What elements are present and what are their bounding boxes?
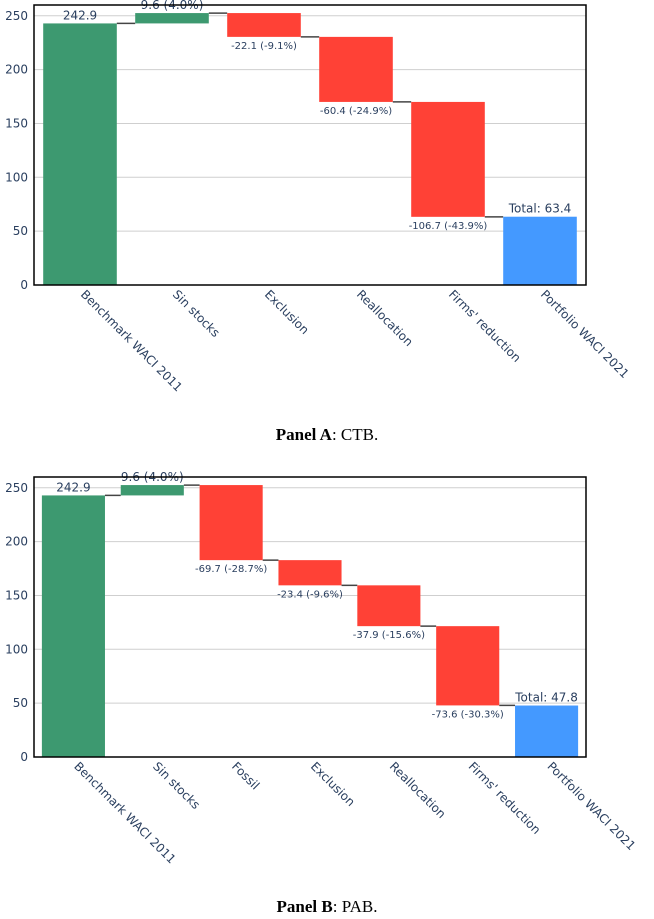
- waterfall-bar: [319, 36, 393, 102]
- data-label: -23.4 (-9.6%): [277, 589, 343, 600]
- data-label: -22.1 (-9.1%): [231, 41, 297, 52]
- data-label: 242.9: [56, 480, 90, 494]
- data-label: -73.6 (-30.3%): [432, 709, 504, 720]
- y-tick-label: 250: [5, 481, 28, 495]
- x-category-label: Exclusion: [308, 759, 358, 809]
- waterfall-bar: [515, 705, 579, 757]
- panel-b-caption: Panel B: PAB.: [277, 897, 378, 916]
- data-label: -37.9 (-15.6%): [353, 630, 425, 641]
- data-label: -69.7 (-28.7%): [195, 564, 267, 575]
- data-label: Total: 47.8: [514, 691, 578, 705]
- data-label: Total: 63.4: [508, 202, 572, 216]
- y-tick-label: 150: [5, 588, 28, 602]
- y-tick-label: 100: [5, 170, 28, 184]
- y-tick-label: 0: [20, 750, 28, 764]
- y-tick-label: 200: [5, 63, 28, 77]
- x-category-label: Reallocation: [387, 759, 449, 821]
- x-category-label: Firms' reduction: [466, 759, 544, 837]
- waterfall-bar: [199, 485, 263, 561]
- x-category-label: Reallocation: [354, 287, 416, 349]
- y-tick-label: 0: [20, 278, 28, 292]
- x-category-label: Benchmark WACI 2011: [78, 287, 185, 394]
- waterfall-bar: [227, 13, 301, 37]
- x-category-label: Firms' reduction: [446, 287, 524, 365]
- data-label: 242.9: [63, 8, 97, 22]
- x-category-label: Sin stocks: [170, 287, 223, 340]
- x-category-label: Exclusion: [262, 287, 312, 337]
- waterfall-bar: [278, 560, 342, 586]
- data-label: -106.7 (-43.9%): [409, 221, 488, 232]
- x-category-label: Portfolio WACI 2021: [544, 759, 638, 853]
- waterfall-bar: [120, 485, 184, 496]
- data-label: 9.6 (4.0%): [141, 0, 204, 12]
- plot-frame: [33, 476, 587, 758]
- y-tick-label: 150: [5, 116, 28, 130]
- panel-a-caption: Panel A: CTB.: [276, 425, 379, 444]
- waterfall-bar: [411, 101, 485, 217]
- y-tick-label: 250: [5, 9, 28, 23]
- x-category-label: Fossil: [229, 759, 262, 792]
- y-tick-label: 50: [13, 224, 28, 238]
- data-label: -60.4 (-24.9%): [320, 106, 392, 117]
- waterfall-bar: [43, 23, 117, 286]
- y-tick-label: 50: [13, 696, 28, 710]
- x-category-label: Portfolio WACI 2021: [538, 287, 632, 381]
- waterfall-bar: [41, 495, 105, 757]
- x-category-label: Sin stocks: [150, 759, 203, 812]
- plot-frame: [33, 4, 587, 286]
- waterfall-bar: [503, 216, 577, 285]
- y-tick-label: 100: [5, 642, 28, 656]
- waterfall-bar: [135, 13, 209, 24]
- y-tick-label: 200: [5, 535, 28, 549]
- waterfall-bar: [357, 585, 421, 627]
- panel-a-chart: 0 50 100 150 200 250 242.9 Benchmark WACI 2011 9…: [5, 0, 632, 394]
- waterfall-bar: [436, 626, 500, 706]
